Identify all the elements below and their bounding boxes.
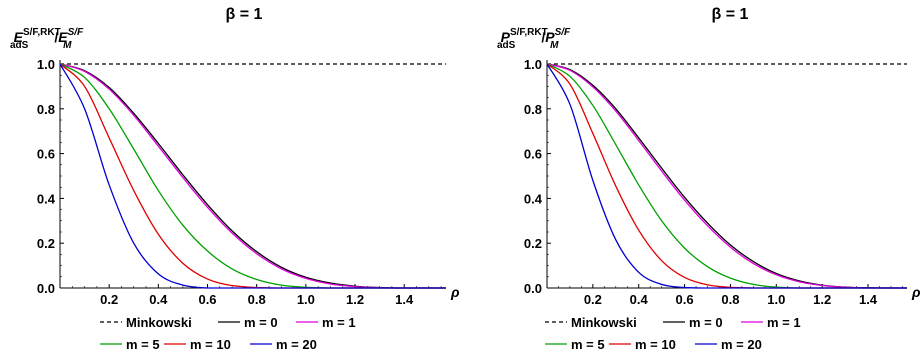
legend-label: m = 5 [571, 337, 605, 352]
y-tick-label: 0.2 [37, 236, 55, 251]
chart-title: β = 1 [226, 6, 263, 23]
y-tick-label: 0.2 [524, 236, 542, 251]
y-tick-label: 0.8 [524, 102, 542, 117]
legend-label: m = 10 [635, 337, 676, 352]
legend-label: m = 1 [322, 315, 356, 330]
curves [546, 63, 907, 289]
y-tick-label: 0.8 [37, 102, 55, 117]
x-tick-label: 0.8 [721, 292, 739, 307]
y-tick-label: 1.0 [37, 57, 55, 72]
x-tick-label: 1.0 [297, 292, 315, 307]
x-tick-label: 0.4 [149, 292, 168, 307]
legend-label: m = 20 [276, 337, 317, 352]
y-axis-label: PS/F,RKT adS/PS/F M [497, 27, 571, 51]
legend-label: m = 10 [190, 337, 231, 352]
x-tick-label: 1.2 [346, 292, 364, 307]
x-tick-label: 0.6 [676, 292, 694, 307]
y-tick-label: 1.0 [524, 57, 542, 72]
legend-label: Minkowski [126, 315, 192, 330]
y-tick-label: 0.4 [524, 191, 543, 206]
series-line-m-20 [546, 63, 907, 289]
curves [59, 63, 446, 289]
y-tick-label: 0.4 [37, 191, 56, 206]
x-tick-label: 0.8 [248, 292, 266, 307]
series-line-m-1 [546, 63, 907, 289]
chart-title: β = 1 [712, 6, 749, 23]
x-tick-label: 0.4 [630, 292, 649, 307]
series-line-m-20 [59, 63, 446, 289]
series-line-m-1 [59, 63, 446, 289]
legend: Minkowski m = 0 m = 1 m = 5 m = 10 m = 20 [100, 315, 356, 352]
legend-label: Minkowski [571, 315, 637, 330]
right-chart-panel: β = 1 PS/F,RKT adS/PS/F M ρ 0.2 0.4 0.6 0.8 1.… [497, 6, 921, 352]
x-tick-label: 1.0 [767, 292, 785, 307]
legend-label: m = 0 [244, 315, 278, 330]
legend-label: m = 5 [126, 337, 160, 352]
y-tick-label: 0.0 [524, 281, 542, 296]
x-tick-label: 0.2 [100, 292, 118, 307]
legend-label: m = 1 [767, 315, 801, 330]
y-axis-label: ES/F,RKT adS/ES/F M [10, 27, 84, 51]
legend: Minkowski m = 0 m = 1 m = 5 m = 10 m = 20 [545, 315, 801, 352]
series-line-m-0 [546, 63, 907, 289]
x-tick-label: 0.2 [584, 292, 602, 307]
x-axis-label: ρ [911, 284, 921, 300]
legend-label: m = 20 [721, 337, 762, 352]
y-tick-label: 0.0 [37, 281, 55, 296]
y-tick-label: 0.6 [524, 147, 542, 162]
x-tick-label: 1.2 [813, 292, 831, 307]
axes: 0.2 0.4 0.6 0.8 1.0 1.2 1.4 0.0 0.2 0.4 0.6 0.8 1.0 [37, 57, 446, 307]
x-tick-label: 1.4 [395, 292, 414, 307]
legend-label: m = 0 [689, 315, 723, 330]
x-tick-label: 0.6 [198, 292, 216, 307]
series-line-m-5 [546, 63, 907, 289]
axes: 0.2 0.4 0.6 0.8 1.0 1.2 1.4 0.0 0.2 0.4 0.6 0.8 1.0 [524, 57, 907, 307]
x-tick-label: 1.4 [859, 292, 878, 307]
y-tick-label: 0.6 [37, 147, 55, 162]
left-chart-panel: β = 1 ES/F,RKT adS/ES/F M ρ 0.2 0.4 0.6 0.8 1.… [10, 6, 460, 352]
x-axis-label: ρ [450, 284, 460, 300]
series-line-m-10 [546, 63, 907, 289]
